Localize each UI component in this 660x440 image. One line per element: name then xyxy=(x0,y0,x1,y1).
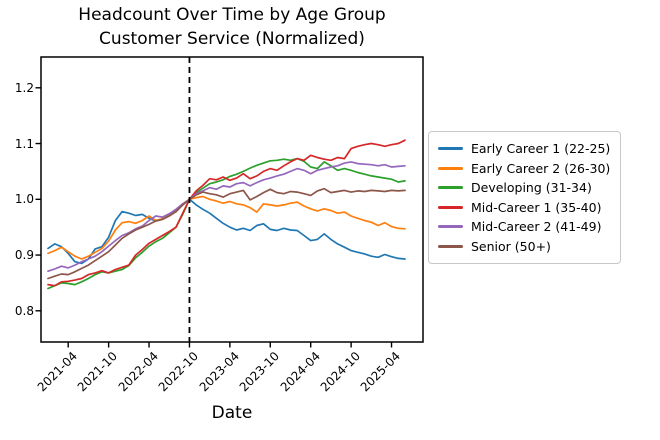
legend-line-swatch xyxy=(438,225,463,229)
legend-item-5: Mid-Career 2 (41-49) xyxy=(438,217,610,237)
series-line-1 xyxy=(47,198,406,265)
axes-frame xyxy=(40,56,424,343)
y-tick-label: 1.0 xyxy=(14,192,34,207)
legend-item-1: Early Career 1 (22-25) xyxy=(438,139,610,159)
y-tick-label: 1.2 xyxy=(14,80,34,95)
data-series-lines xyxy=(47,57,406,342)
series-line-6 xyxy=(47,187,406,280)
series-line-5 xyxy=(47,161,406,273)
series-line-2 xyxy=(47,195,406,260)
y-tick-label: 0.8 xyxy=(14,303,34,318)
legend-line-swatch xyxy=(438,186,463,190)
legend-line-swatch xyxy=(438,244,463,248)
y-tick-label: 0.9 xyxy=(14,248,34,263)
y-tick-label: 1.1 xyxy=(14,136,34,151)
legend-label: Mid-Career 2 (41-49) xyxy=(471,219,602,235)
legend-label: Senior (50+) xyxy=(471,238,551,254)
legend-item-2: Early Career 2 (26-30) xyxy=(438,159,610,179)
chart-title-line2: Customer Service (Normalized) xyxy=(99,29,365,49)
x-axis-label: Date xyxy=(211,403,253,423)
series-line-4 xyxy=(47,139,406,287)
legend-line-swatch xyxy=(438,166,463,170)
legend-item-4: Mid-Career 1 (35-40) xyxy=(438,198,610,218)
legend-item-3: Developing (31-34) xyxy=(438,178,610,198)
chart-title: Headcount Over Time by Age Group Custome… xyxy=(0,3,464,51)
legend-line-swatch xyxy=(438,205,463,209)
legend-label: Mid-Career 1 (35-40) xyxy=(471,199,602,215)
legend-label: Early Career 1 (22-25) xyxy=(471,141,611,157)
chart-title-line1: Headcount Over Time by Age Group xyxy=(78,5,386,25)
legend-item-6: Senior (50+) xyxy=(438,237,610,257)
tick-marks xyxy=(35,87,393,348)
legend: Early Career 1 (22-25) Early Career 2 (26… xyxy=(428,131,622,264)
legend-line-swatch xyxy=(438,147,463,151)
legend-label: Early Career 2 (26-30) xyxy=(471,160,611,176)
legend-label: Developing (31-34) xyxy=(471,180,592,196)
